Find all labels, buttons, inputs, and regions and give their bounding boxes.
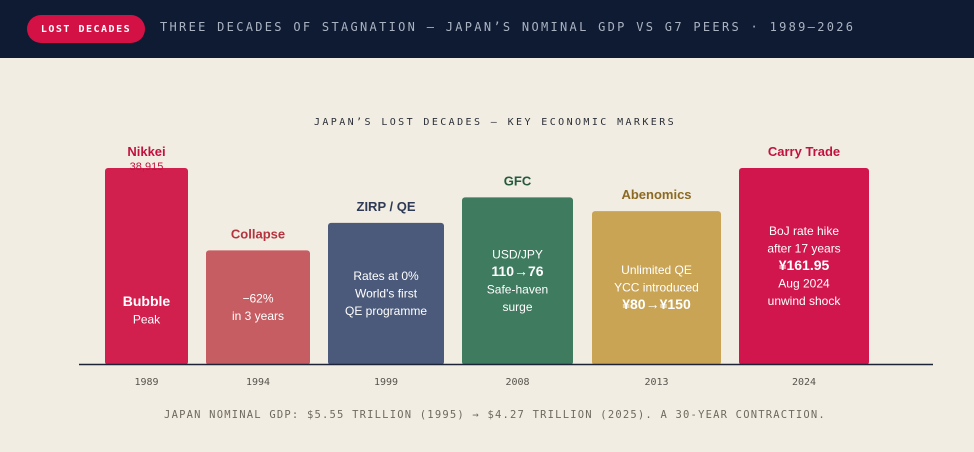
bar-text-1989-0: Bubble: [123, 293, 171, 309]
bar-label-1989: Nikkei: [127, 144, 165, 159]
bar-2024: [739, 168, 869, 365]
x-tick-2013: 2013: [644, 377, 668, 388]
bar-2008: [462, 197, 573, 365]
bar-text-2024-3: Aug 2024: [778, 276, 830, 290]
bar-text-2024-1: after 17 years: [767, 241, 840, 255]
bar-text-1999-1: World's first: [355, 286, 418, 300]
bar-text-1989-1: Peak: [133, 313, 161, 327]
bar-text-2024-2: ¥161.95: [779, 257, 830, 273]
bar-sublabel-1989: 38,915: [130, 161, 164, 173]
bar-text-2008-2: Safe-haven: [487, 282, 548, 296]
bar-label-2013: Abenomics: [621, 187, 691, 202]
chart-caption: JAPAN NOMINAL GDP: $5.55 TRILLION (1995)…: [164, 409, 826, 421]
bar-1999: [328, 222, 444, 365]
x-tick-1999: 1999: [374, 377, 398, 388]
top-bar: LOST DECADES THREE DECADES OF STAGNATION…: [0, 0, 974, 58]
bar-text-2008-3: surge: [502, 300, 532, 314]
bar-text-2024-4: unwind shock: [768, 294, 842, 308]
x-tick-2024: 2024: [792, 377, 816, 388]
bar-text-2013-2: ¥80→¥150: [622, 296, 691, 312]
bar-text-2013-1: YCC introduced: [614, 280, 699, 294]
bar-text-1999-2: QE programme: [345, 304, 427, 318]
x-tick-1989: 1989: [134, 377, 158, 388]
bar-text-2013-0: Unlimited QE: [621, 263, 692, 277]
chart-title: JAPAN’S LOST DECADES — KEY ECONOMIC MARK…: [313, 117, 677, 128]
bar-text-1999-0: Rates at 0%: [353, 269, 419, 283]
bar-text-2008-1: 110→76: [491, 263, 543, 279]
lost-decades-badge: LOST DECADES: [27, 15, 145, 43]
x-tick-1994: 1994: [246, 377, 270, 388]
bar-2013: [592, 211, 721, 365]
x-tick-2008: 2008: [505, 377, 529, 388]
bar-text-2024-0: BoJ rate hike: [769, 224, 839, 238]
bar-label-1994: Collapse: [231, 226, 285, 241]
bar-label-2024: Carry Trade: [768, 144, 840, 159]
headline: THREE DECADES OF STAGNATION — JAPAN’S NO…: [160, 20, 856, 34]
bar-text-1994-0: −62%: [242, 291, 273, 305]
bar-label-1999: ZIRP / QE: [357, 199, 416, 214]
bar-1989: [105, 168, 188, 365]
bar-text-2008-0: USD/JPY: [492, 247, 543, 261]
bar-label-2008: GFC: [504, 173, 532, 188]
bar-text-1994-1: in 3 years: [232, 309, 284, 323]
bar-1994: [206, 250, 310, 365]
